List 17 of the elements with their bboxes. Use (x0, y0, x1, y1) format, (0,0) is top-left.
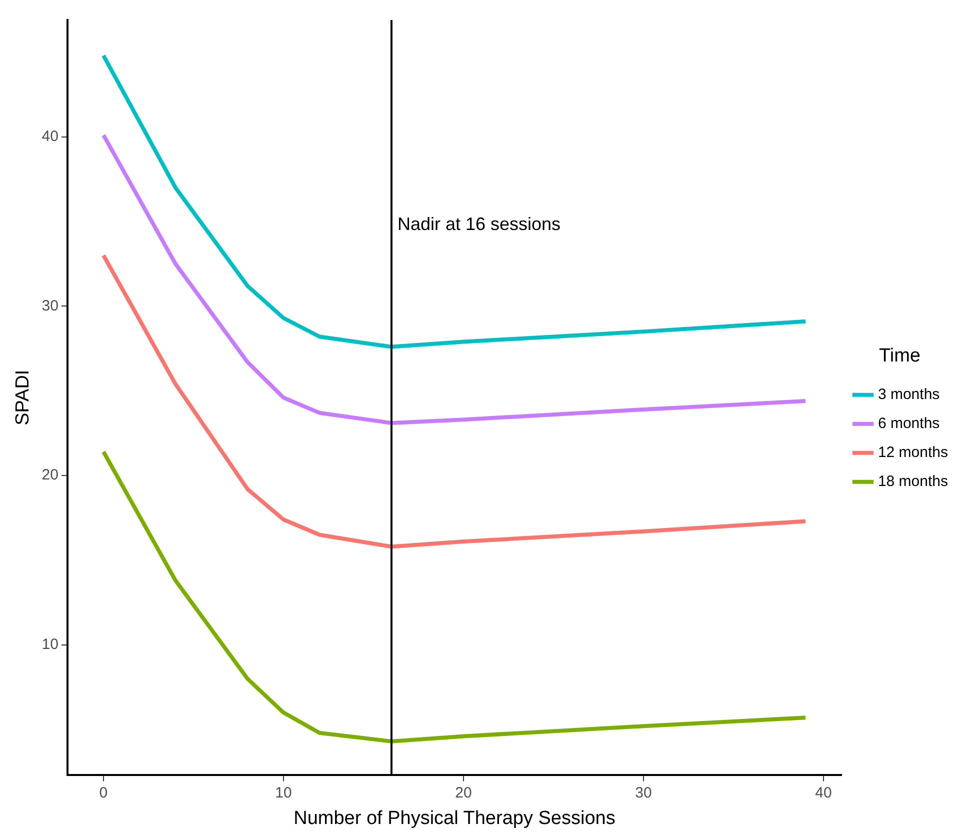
y-tick-label: 30 (42, 297, 58, 314)
legend-label: 3 months (878, 386, 940, 404)
legend-label: 18 months (878, 473, 948, 490)
x-tick-label: 30 (635, 784, 652, 802)
y-axis-title: SPADI (12, 370, 34, 426)
x-tick-label: 40 (815, 784, 832, 802)
x-tick-label: 20 (455, 784, 472, 802)
legend-label: 12 months (878, 444, 948, 462)
ref-line-label: Nadir at 16 sessions (397, 214, 561, 234)
x-axis-title: Number of Physical Therapy Sessions (294, 808, 616, 829)
y-tick-label: 10 (42, 636, 58, 653)
x-tick-label: 0 (99, 784, 108, 802)
y-tick-label: 40 (42, 128, 58, 145)
y-tick-label: 20 (42, 466, 58, 484)
legend-title: Time (878, 345, 920, 366)
legend-label: 6 months (878, 415, 940, 432)
x-tick-label: 10 (275, 784, 292, 802)
